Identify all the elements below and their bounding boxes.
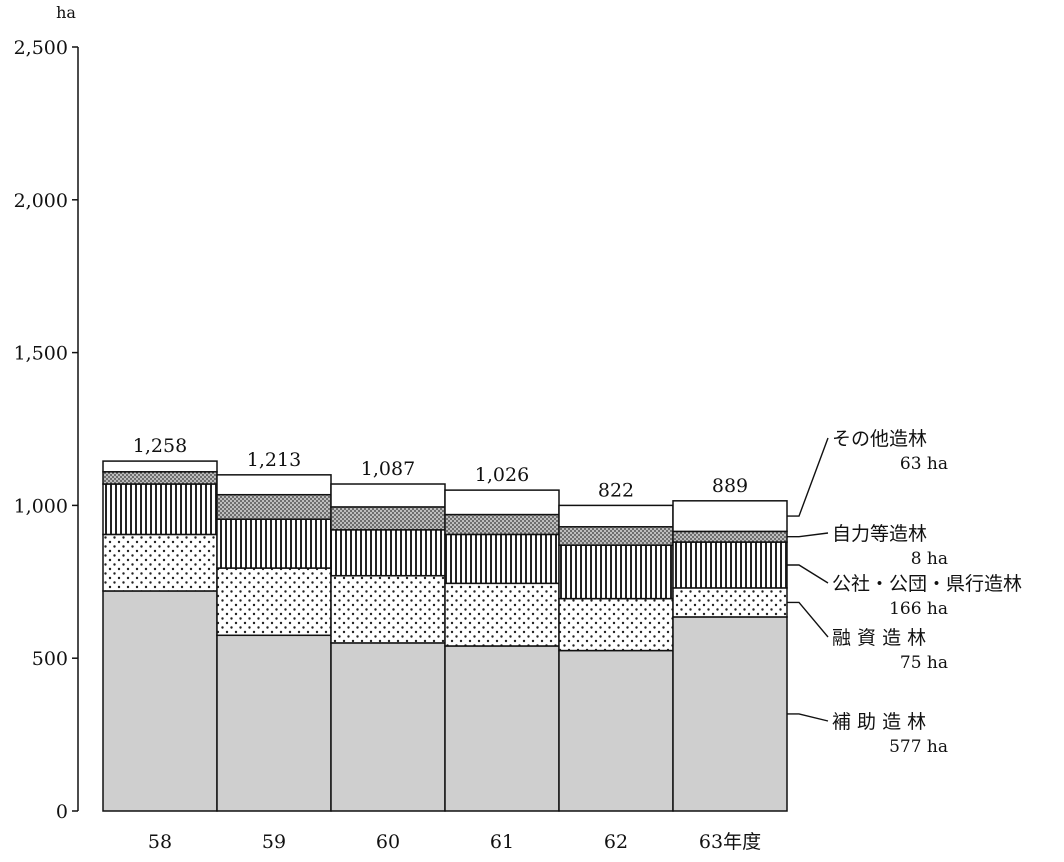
y-tick-label: 1,500: [14, 343, 68, 365]
bar-segment-1: [672, 616, 788, 812]
bar-segment-3: [330, 529, 446, 577]
x-tick-label: 62: [604, 831, 628, 853]
bar-segment-2: [444, 582, 560, 647]
bar-segment-2: [558, 597, 674, 652]
legend-leader-line: [787, 437, 829, 517]
total-labels: 1,258 1,213 1,087 1,026 822 889: [133, 435, 748, 501]
legend-series-name: 融 資 造 林: [832, 627, 926, 649]
legend: 補 助 造 林 577 ha 融 資 造 林 75 ha 公社・公団・県行造林 166 h…: [787, 428, 1022, 757]
x-tick-label: 58: [148, 831, 172, 853]
bar-segment-2: [330, 574, 446, 644]
bar-segment-5: [102, 460, 218, 473]
total-label: 1,258: [133, 435, 187, 457]
total-label: 1,026: [475, 464, 529, 486]
bar-segment-5: [444, 489, 560, 516]
bars-group: [102, 460, 788, 812]
legend-leader-line: [787, 601, 829, 638]
total-label: 889: [712, 475, 748, 497]
legend-series-value: 8 ha: [911, 549, 948, 569]
legend-leader-line: [787, 532, 829, 538]
x-tick-label: 59: [262, 831, 286, 853]
bar-segment-2: [102, 533, 218, 592]
legend-series-value: 63 ha: [900, 454, 948, 474]
y-tick-label: 500: [32, 648, 68, 670]
x-axis-labels: 58 59 60 61 62 63年度: [148, 831, 761, 853]
bar-segment-4: [558, 526, 674, 546]
bar-segment-5: [216, 474, 332, 496]
bar-segment-3: [444, 533, 560, 585]
legend-leader-line: [787, 564, 829, 584]
legend-series-value: 75 ha: [900, 653, 948, 673]
bar-segment-4: [444, 513, 560, 536]
total-label: 1,087: [361, 458, 415, 480]
legend-series-value: 166 ha: [889, 599, 948, 619]
bar-segment-5: [558, 504, 674, 528]
legend-leader-line: [787, 713, 829, 722]
bar-segment-3: [216, 518, 332, 569]
bar-segment-1: [102, 590, 218, 812]
bar-segment-5: [330, 483, 446, 508]
bar-segment-3: [558, 544, 674, 600]
bar-segment-1: [216, 634, 332, 812]
legend-series-name: 補 助 造 林: [832, 711, 926, 733]
legend-series-value: 577 ha: [889, 737, 948, 757]
bar-segment-4: [102, 471, 218, 485]
bar-segment-4: [330, 506, 446, 531]
x-tick-label: 60: [376, 831, 400, 853]
legend-series-name: 自力等造林: [832, 523, 927, 545]
bar-segment-4: [672, 530, 788, 543]
bar-segment-2: [216, 567, 332, 637]
bar-segment-4: [216, 493, 332, 520]
bar-segment-3: [672, 541, 788, 589]
y-tick-label: 2,000: [14, 190, 68, 212]
bar-segment-1: [330, 642, 446, 812]
bar-segment-1: [558, 649, 674, 812]
bar-segment-5: [672, 500, 788, 533]
legend-series-name: その他造林: [832, 428, 927, 450]
bar-segment-3: [102, 483, 218, 536]
bar-segment-1: [444, 645, 560, 812]
y-tick-label: 1,000: [14, 495, 68, 517]
x-tick-label: 61: [490, 831, 514, 853]
x-tick-label: 63年度: [699, 831, 761, 853]
y-axis: 0 500 1,000 1,500 2,000 2,500: [14, 37, 79, 823]
total-label: 822: [598, 479, 634, 501]
legend-series-name: 公社・公団・県行造林: [832, 573, 1022, 595]
y-tick-label: 0: [56, 801, 68, 823]
total-label: 1,213: [247, 449, 301, 471]
y-unit-label: ha: [56, 3, 76, 22]
y-tick-label: 2,500: [14, 37, 68, 59]
bar-segment-2: [672, 587, 788, 618]
